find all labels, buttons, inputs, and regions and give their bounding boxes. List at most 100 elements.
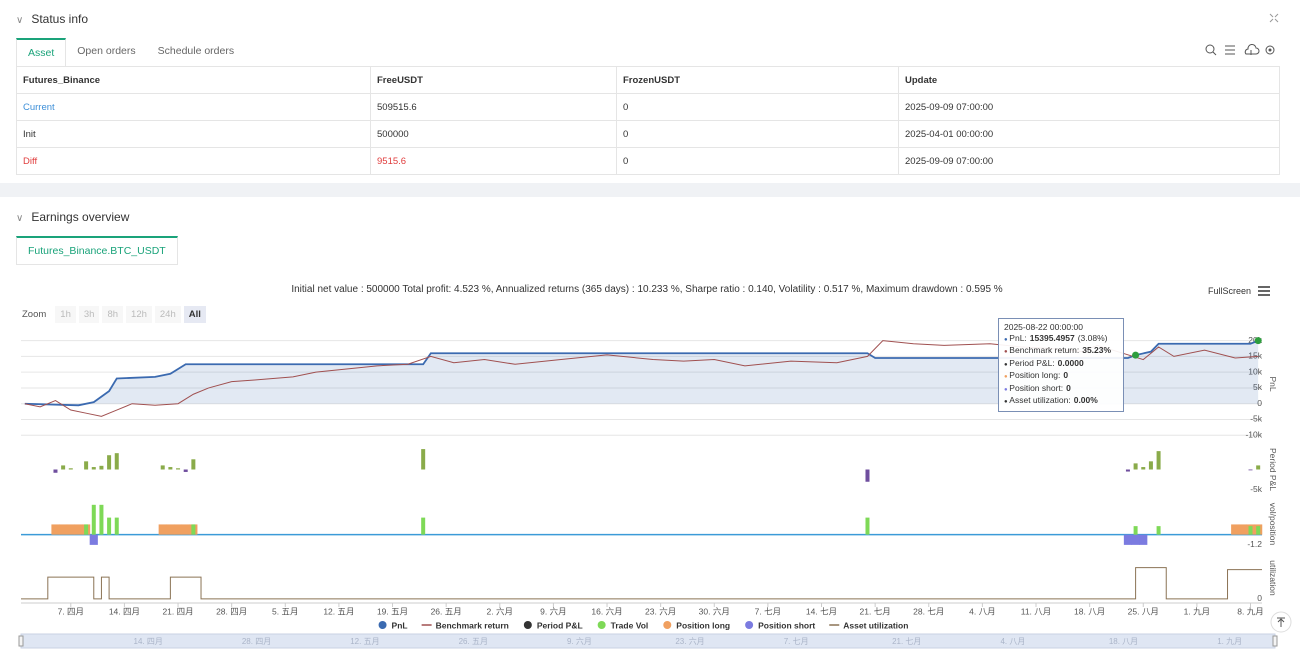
panel-label: Period P&L	[1268, 448, 1278, 491]
tooltip-bullet: ●	[1004, 336, 1010, 343]
x-tick-label: 18. 八月	[1074, 606, 1105, 616]
position-bar	[166, 524, 175, 535]
zoom-button[interactable]: 3h	[78, 306, 100, 323]
header-cell: Update	[905, 74, 938, 86]
zoom-button[interactable]: 8h	[102, 306, 124, 323]
tooltip-label: Benchmark return:	[1009, 345, 1080, 355]
status-title: Status info	[31, 12, 89, 26]
legend-symbol	[663, 621, 672, 629]
navigator-label: 18. 八月	[1109, 637, 1138, 646]
navigator-label: 26. 五月	[459, 637, 488, 646]
status-header[interactable]: ∨ Status info	[16, 12, 89, 26]
navigator-label: 21. 七月	[892, 637, 921, 646]
legend-label: Trade Vol	[611, 620, 649, 630]
table-header: Futures_Binance FreeUSDT FrozenUSDT Update	[17, 67, 1279, 94]
tooltip-value: 15395.4957	[1029, 332, 1075, 343]
tooltip-row: ● PnL: 15395.4957 (3.08%)	[1004, 333, 1118, 346]
legend: PnL Benchmark return Period P&L Trade Vol Po…	[378, 620, 908, 630]
bar	[421, 449, 426, 470]
tooltip-value: 0	[1066, 382, 1071, 393]
tooltip-bullet: ●	[1004, 399, 1010, 405]
legend-symbol	[378, 621, 387, 629]
bar	[865, 517, 870, 535]
summary: Initial net value : 500000 Total profit:…	[291, 284, 1003, 295]
legend-symbol	[745, 621, 754, 629]
tooltip: 2025-08-22 00:00:00 ● PnL: 15395.4957 (3.0…	[998, 318, 1124, 412]
x-tick-label: 28. 七月	[913, 606, 944, 616]
scroll-top-button[interactable]	[1270, 611, 1292, 633]
y-tick-label: 5k	[1253, 382, 1263, 392]
table-cell: 0	[617, 121, 899, 147]
tooltip-row: ● Position short: 0	[1004, 383, 1118, 396]
x-tick-label: 30. 六月	[699, 606, 730, 616]
zoom-button[interactable]: 24h	[154, 306, 181, 323]
bar	[1148, 461, 1153, 470]
x-tick-label: 12. 五月	[323, 606, 354, 616]
status-card: ∨ Status info Asset Open orders Schedule …	[0, 0, 1300, 183]
bar	[99, 504, 104, 535]
legend-symbol	[597, 621, 606, 629]
panel-label: utilization	[1268, 560, 1278, 596]
x-tick-label: 14. 七月	[806, 606, 837, 616]
navigator-handle	[1272, 635, 1278, 647]
tooltip-row: ● Benchmark return: 35.23%	[1004, 345, 1118, 358]
legend-label: Position short	[758, 620, 815, 630]
bar	[865, 469, 870, 482]
bar	[1156, 451, 1161, 470]
bar	[1133, 463, 1138, 470]
navigator-label: 9. 六月	[567, 636, 592, 646]
x-tick-label: 7. 七月	[755, 606, 781, 616]
navigator-label: 1. 九月	[1217, 637, 1242, 646]
x-tick-label: 21. 七月	[860, 606, 891, 616]
bar	[84, 461, 89, 470]
table-cell: 500000	[371, 121, 617, 147]
header-cell: Futures_Binance	[17, 67, 371, 93]
legend-label: Position long	[676, 620, 730, 630]
tooltip-title: 2025-08-22 00:00:00	[1004, 322, 1083, 332]
pnl-area	[24, 340, 1259, 406]
header-cell: FrozenUSDT	[617, 67, 899, 93]
chart-tab[interactable]: Futures_Binance.BTC_USDT	[16, 236, 178, 265]
zoom-button[interactable]: All	[183, 306, 206, 323]
toolbar-icons[interactable]	[1204, 43, 1280, 57]
earnings-title: Earnings overview	[31, 210, 130, 224]
x-tick-label: 7. 四月	[58, 606, 84, 616]
x-tick-label: 5. 五月	[272, 606, 298, 616]
y-tick-label: -1.2	[1247, 539, 1262, 549]
end-marker	[1254, 337, 1262, 345]
zoom-button[interactable]: 1h	[55, 306, 76, 323]
panel-label: PnL	[1268, 376, 1278, 391]
position-bar	[89, 534, 98, 545]
y-tick-label: -10k	[1245, 430, 1262, 440]
bar	[114, 517, 119, 535]
zoom-label: Zoom	[22, 309, 47, 320]
bar	[176, 468, 181, 470]
zoom-button[interactable]: 12h	[126, 306, 152, 323]
bar	[61, 465, 66, 470]
position-bar	[158, 524, 167, 535]
earnings-card: ∨ Earnings overview Futures_Binance.BTC_U…	[0, 197, 1300, 658]
collapse-icon[interactable]	[1268, 12, 1280, 24]
legend-label: Asset utilization	[843, 620, 908, 630]
table-cell: Diff	[17, 148, 371, 174]
tooltip-bullet: ●	[1004, 349, 1010, 355]
y-tick-label: 15k	[1248, 351, 1262, 361]
x-tick-label: 2. 六月	[487, 606, 513, 616]
table-cell: 9515.6	[371, 148, 617, 174]
bar	[107, 455, 112, 470]
bar	[421, 517, 426, 535]
bar	[160, 465, 165, 470]
earnings-header[interactable]: ∨ Earnings overview	[16, 210, 130, 224]
legend-symbol	[523, 621, 532, 629]
fullscreen-button[interactable]: FullScreen	[1208, 286, 1252, 296]
bar	[1141, 467, 1146, 470]
navigator-label: 7. 七月	[784, 637, 809, 646]
position-bar	[181, 524, 190, 535]
menu-icon[interactable]	[1257, 286, 1271, 296]
x-tick-label: 9. 六月	[540, 606, 566, 616]
bar	[84, 524, 89, 535]
tooltip-row: ● Period P&L: 0.0000	[1004, 358, 1118, 371]
y-tick-label: 0	[1257, 398, 1262, 408]
position-bar	[51, 524, 60, 535]
